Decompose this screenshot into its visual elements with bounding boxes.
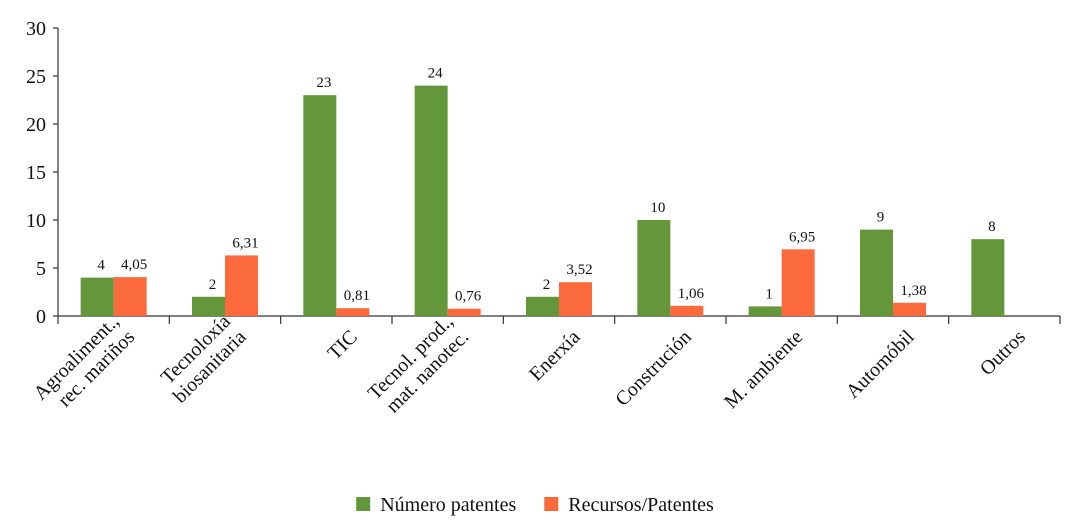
x-tick-label: Tecnol. prod.,mat. nanotec. (364, 310, 473, 419)
value-label: 2 (209, 277, 217, 293)
legend-label: Número patentes (380, 494, 516, 516)
value-label: 9 (877, 210, 885, 226)
x-tick-label: Automóbil (842, 326, 919, 403)
value-label: 1 (765, 286, 773, 302)
value-label: 23 (316, 75, 331, 91)
bar (860, 229, 893, 316)
x-tick-label: Outros (976, 326, 1030, 380)
value-label: 1,06 (678, 286, 705, 302)
value-label: 0,81 (344, 288, 370, 304)
value-label: 6,95 (789, 229, 815, 245)
x-tick-label: Enerxía (525, 326, 585, 386)
y-tick-label: 25 (26, 66, 46, 88)
bar (670, 305, 704, 316)
bar (971, 239, 1005, 316)
value-label: 3,52 (566, 262, 592, 278)
bar (113, 277, 147, 316)
value-label: 0,76 (455, 289, 482, 305)
bar (526, 296, 559, 316)
value-label: 2 (543, 277, 551, 293)
bar (559, 282, 592, 316)
bar (893, 302, 926, 316)
x-tick-label: Tecnoloxíabiosanitaria (153, 310, 250, 407)
y-tick-label: 30 (26, 18, 46, 40)
value-label: 8 (988, 219, 996, 235)
legend-label: Recursos/Patentes (568, 494, 714, 516)
value-label: 24 (428, 66, 444, 82)
bar (781, 249, 815, 316)
bar (447, 308, 481, 316)
bar (192, 296, 225, 316)
bar (80, 277, 114, 316)
y-tick-label: 10 (26, 210, 46, 232)
legend-swatch (544, 497, 559, 511)
y-tick-label: 15 (26, 162, 46, 184)
value-label: 4 (97, 258, 105, 274)
bar (637, 220, 671, 316)
y-tick-label: 0 (36, 306, 46, 328)
x-tick-label: Agroaliment.,rec. mariños (30, 310, 140, 420)
bar (414, 85, 448, 316)
x-tick-label: Construción (611, 326, 696, 411)
legend-swatch (356, 497, 371, 511)
bar (748, 306, 782, 316)
x-tick-label: TIC (324, 326, 362, 364)
bar (303, 95, 337, 316)
x-tick-label: M. ambiente (720, 326, 807, 413)
y-tick-label: 20 (26, 114, 46, 136)
value-label: 10 (650, 200, 665, 216)
y-tick-label: 5 (36, 258, 46, 280)
value-label: 6,31 (232, 235, 258, 251)
value-label: 4,05 (121, 257, 147, 273)
bar (336, 308, 370, 316)
bar (225, 255, 258, 316)
value-label: 1,38 (900, 283, 926, 299)
